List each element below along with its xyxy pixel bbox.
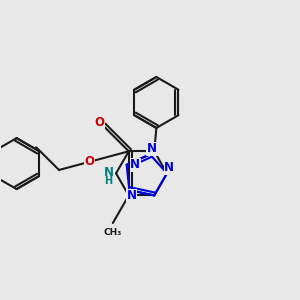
Text: N: N <box>130 158 140 171</box>
Text: N: N <box>164 161 174 174</box>
Text: O: O <box>85 155 95 168</box>
Text: N: N <box>126 189 136 202</box>
Text: O: O <box>95 116 105 129</box>
Text: H: H <box>104 176 112 186</box>
Text: N: N <box>147 142 157 155</box>
Text: CH₃: CH₃ <box>104 228 122 237</box>
Text: N: N <box>103 166 113 178</box>
